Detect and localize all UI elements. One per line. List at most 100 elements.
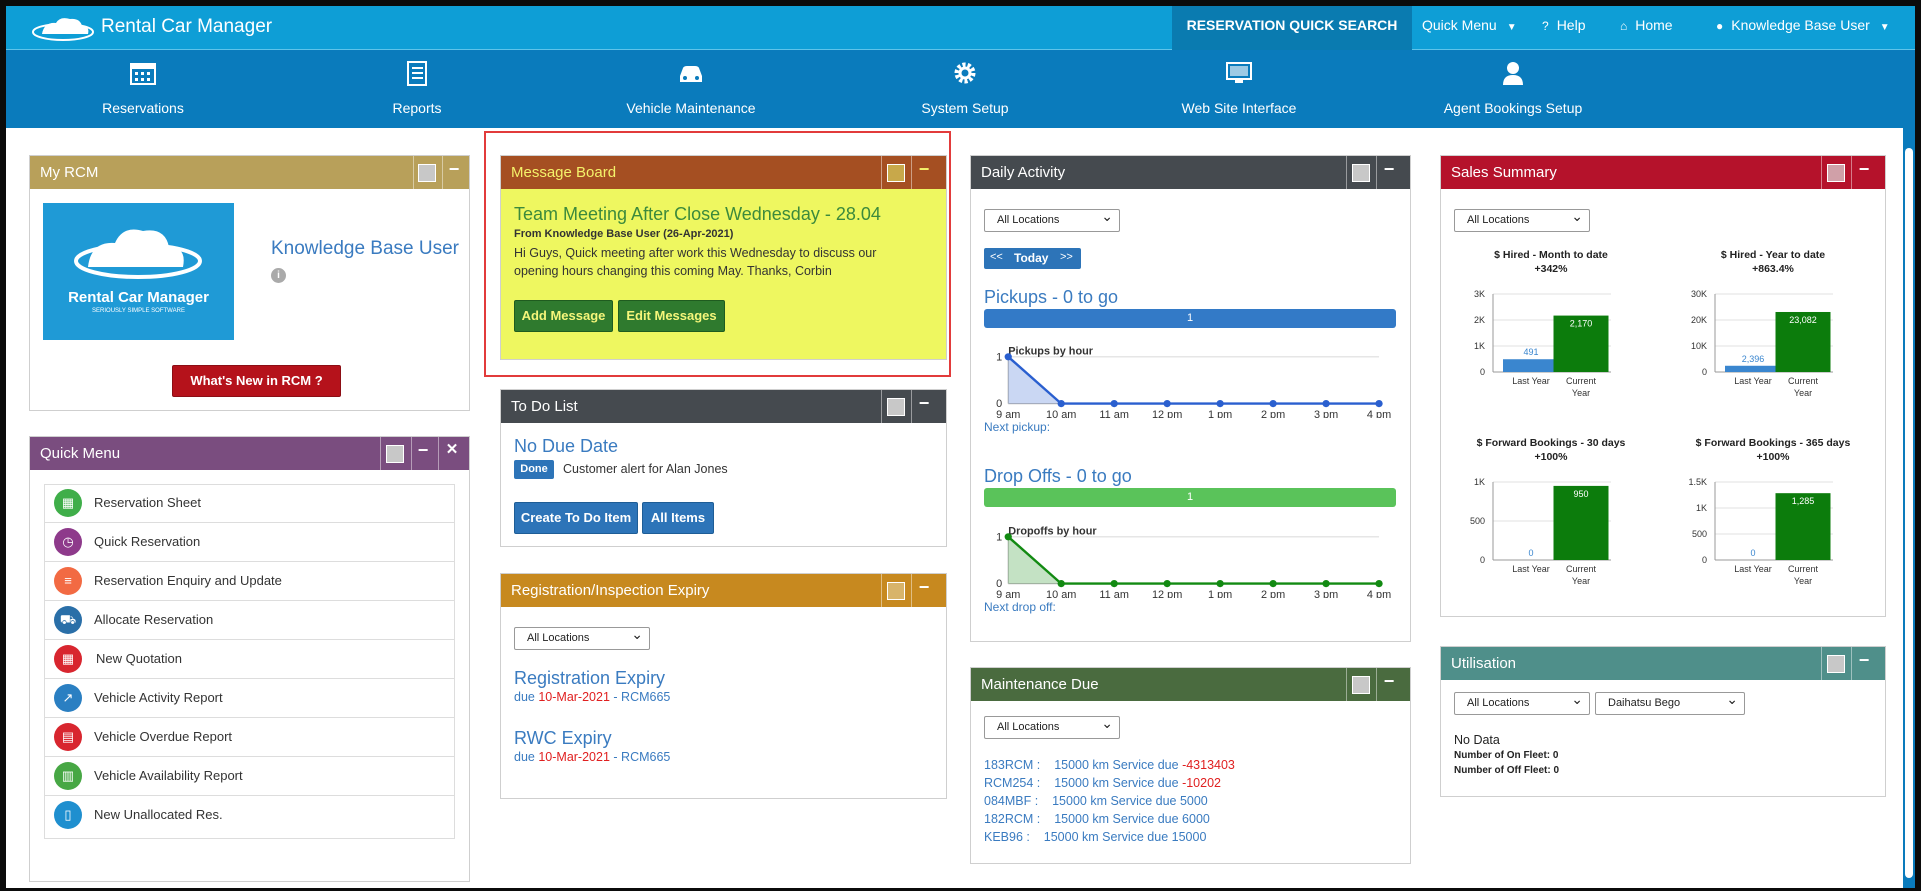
company-logo: Rental Car Manager SERIOUSLY SIMPLE SOFT…	[43, 203, 234, 340]
list-item[interactable]: ▦ Reservation Sheet	[44, 484, 455, 523]
list-item-label: New Unallocated Res.	[94, 807, 223, 822]
list-item[interactable]: ◷ Quick Reservation	[44, 523, 455, 562]
user-name-link[interactable]: Knowledge Base User	[271, 238, 459, 259]
home-link[interactable]: ⌂ Home	[1620, 6, 1673, 50]
data-label: 950	[1573, 489, 1588, 499]
list-item[interactable]: ▦ New Quotation	[44, 640, 455, 679]
vehicle-select[interactable]: Daihatsu Bego	[1595, 689, 1745, 715]
message-board-panel: Message Board − Team Meeting After Close…	[500, 155, 947, 360]
dropoffs-title[interactable]: Drop Offs - 0 to go	[984, 466, 1132, 486]
list-item[interactable]: 182RCM : 15000 km Service due 6000	[984, 810, 1235, 828]
user-menu-dropdown[interactable]: ● Knowledge Base User ▼	[1716, 6, 1890, 50]
minimize-icon[interactable]: −	[1383, 159, 1395, 179]
list-item[interactable]: ≡ Reservation Enquiry and Update	[44, 562, 455, 601]
location-select[interactable]: All Locations	[1454, 206, 1590, 232]
list-item[interactable]: RCM254 : 15000 km Service due -10202	[984, 774, 1235, 792]
user-label: Knowledge Base User	[1731, 17, 1870, 33]
list-item[interactable]: KEB96 : 15000 km Service due 15000	[984, 828, 1235, 846]
module-agent-bookings-setup[interactable]: Agent Bookings Setup	[1393, 50, 1633, 128]
vehicle-ref[interactable]: - RCM665	[613, 690, 671, 704]
list-item[interactable]: ▯ New Unallocated Res.	[44, 796, 455, 835]
minimize-icon[interactable]: −	[417, 440, 429, 460]
minimize-icon[interactable]: −	[1858, 159, 1870, 179]
all-items-button[interactable]: All Items	[642, 502, 714, 534]
module-reservations[interactable]: Reservations	[23, 50, 263, 128]
pickups-title[interactable]: Pickups - 0 to go	[984, 287, 1119, 307]
reservation-quick-search-button[interactable]: RESERVATION QUICK SEARCH	[1172, 6, 1412, 50]
whats-new-button[interactable]: What's New in RCM ?	[172, 365, 341, 397]
location-select[interactable]: All Locations	[984, 206, 1120, 232]
location-select[interactable]: All Locations	[514, 624, 650, 650]
done-button[interactable]: Done	[514, 460, 554, 479]
service-text: 15000 km Service due	[1054, 758, 1179, 772]
vehicle-rego[interactable]: KEB96 :	[984, 830, 1030, 844]
list-item[interactable]: ▥ Vehicle Availability Report	[44, 757, 455, 796]
list-item[interactable]: 183RCM : 15000 km Service due -4313403	[984, 756, 1235, 774]
close-icon[interactable]: ✕	[445, 441, 459, 458]
app-logo[interactable]	[30, 14, 100, 44]
vehicle-rego[interactable]: 182RCM :	[984, 812, 1041, 826]
help-link[interactable]: ? Help	[1542, 6, 1585, 50]
panel-toggle[interactable]	[386, 445, 404, 463]
list-item[interactable]: ⛟ Allocate Reservation	[44, 601, 455, 640]
add-message-button[interactable]: Add Message	[514, 300, 613, 332]
panel-toggle[interactable]	[1352, 676, 1370, 694]
info-icon[interactable]: i	[271, 268, 286, 283]
minimize-icon[interactable]: −	[918, 159, 930, 179]
list-item-label: Allocate Reservation	[94, 612, 214, 627]
app-title[interactable]: Rental Car Manager	[101, 16, 273, 37]
top-navbar: Rental Car Manager RESERVATION QUICK SEA…	[6, 6, 1915, 50]
next-day-button[interactable]: >>	[1060, 251, 1073, 263]
minimize-icon[interactable]: −	[918, 393, 930, 413]
registration-expiry-title[interactable]: Registration Expiry	[514, 668, 666, 688]
rwc-expiry-title[interactable]: RWC Expiry	[514, 728, 612, 748]
data-label: 23,082	[1789, 315, 1817, 325]
x-tick-label: 12 pm	[1152, 409, 1182, 418]
page-scrollbar[interactable]	[1903, 128, 1915, 888]
minimize-icon[interactable]: −	[448, 159, 460, 179]
edit-messages-button[interactable]: Edit Messages	[618, 300, 725, 332]
todo-item[interactable]: Customer alert for Alan Jones	[563, 462, 728, 476]
panel-toggle[interactable]	[887, 398, 905, 416]
create-todo-button[interactable]: Create To Do Item	[514, 502, 638, 534]
y-tick-label: 1	[996, 351, 1002, 363]
due-date: 10-Mar-2021	[538, 750, 610, 764]
y-tick-label: 0	[1702, 367, 1707, 377]
list-item[interactable]: 084MBF : 15000 km Service due 5000	[984, 792, 1235, 810]
y-tick-label: 3K	[1474, 289, 1485, 299]
minimize-icon[interactable]: −	[1858, 650, 1870, 670]
minimize-icon[interactable]: −	[1383, 671, 1395, 691]
vehicle-rego[interactable]: RCM254 :	[984, 776, 1041, 790]
list-item[interactable]: ▤ Vehicle Overdue Report	[44, 718, 455, 757]
panel-toggle[interactable]	[418, 164, 436, 182]
scrollbar-thumb[interactable]	[1905, 148, 1913, 878]
y-tick-label: 1K	[1696, 503, 1707, 513]
module-reports[interactable]: Reports	[297, 50, 537, 128]
module-system-setup[interactable]: System Setup	[845, 50, 1085, 128]
module-web-site-interface[interactable]: Web Site Interface	[1119, 50, 1359, 128]
module-vehicle-maintenance[interactable]: Vehicle Maintenance	[571, 50, 811, 128]
off-fleet-count: Number of Off Fleet: 0	[1454, 765, 1559, 776]
location-select[interactable]: All Locations	[1454, 689, 1590, 715]
panel-header: Utilisation −	[1441, 647, 1885, 680]
question-icon: ?	[1542, 19, 1549, 33]
list-item[interactable]: ↗ Vehicle Activity Report	[44, 679, 455, 718]
vehicle-rego[interactable]: 183RCM :	[984, 758, 1041, 772]
minimize-icon[interactable]: −	[918, 577, 930, 597]
panel-toggle[interactable]	[887, 164, 905, 182]
today-button[interactable]: Today	[1014, 251, 1049, 265]
previous-day-button[interactable]: <<	[990, 251, 1003, 263]
panel-toggle[interactable]	[1827, 655, 1845, 673]
panel-toggle[interactable]	[1352, 164, 1370, 182]
panel-toggle[interactable]	[887, 582, 905, 600]
quick-menu-dropdown[interactable]: Quick Menu ▼	[1422, 6, 1517, 50]
activity-chart-icon: ↗	[54, 684, 82, 712]
vehicle-ref[interactable]: - RCM665	[613, 750, 671, 764]
panel-toggle[interactable]	[1827, 164, 1845, 182]
location-select[interactable]: All Locations	[984, 713, 1120, 739]
y-tick-label: 30K	[1691, 289, 1707, 299]
sales-chart-forward-365: $ Forward Bookings - 365 days +100% 0 500 1K…	[1688, 437, 1850, 586]
vehicle-rego[interactable]: 084MBF :	[984, 794, 1039, 808]
series-line	[1007, 535, 1380, 585]
module-label: Web Site Interface	[1181, 100, 1297, 116]
